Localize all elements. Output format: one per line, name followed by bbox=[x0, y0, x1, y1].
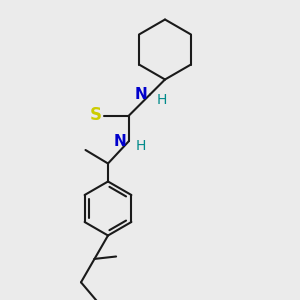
Text: H: H bbox=[156, 93, 167, 107]
Text: N: N bbox=[135, 87, 148, 102]
Text: H: H bbox=[135, 140, 146, 153]
Text: N: N bbox=[114, 134, 127, 148]
Text: S: S bbox=[90, 106, 102, 124]
